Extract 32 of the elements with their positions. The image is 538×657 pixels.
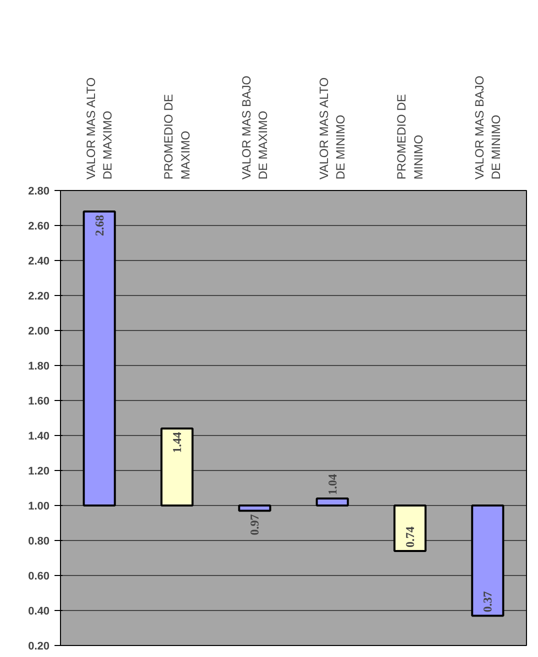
bar [238,504,272,512]
bar [471,504,504,617]
y-tick-label: 1.20 [28,466,50,478]
x-tick-label: PROMEDIO DE MINIMO [394,94,426,180]
bar [316,498,349,506]
bar [82,210,116,506]
x-tick-label: VALOR MAS ALTO DE MAXIMO [84,77,115,180]
y-tick-label: 2.00 [28,326,50,338]
bar [393,504,427,552]
y-tick-label: 1.80 [28,360,50,372]
data-label: 1.44 [170,432,184,453]
x-tick-label: VALOR MAS ALTO DE MINIMO [316,77,348,180]
data-label: 1.04 [325,474,340,495]
y-tick-label: 1.40 [28,430,50,442]
y-tick-label: 0.80 [28,536,50,548]
data-label: 0.74 [403,526,417,548]
y-tick-label: 0.20 [28,640,50,652]
y-tick-label: 1.00 [28,500,50,512]
x-tick-label: VALOR MAS BAJO DE MAXIMO [239,76,270,180]
bar [160,428,194,506]
data-label: 2.68 [92,215,106,236]
y-tick-label: 2.40 [28,256,50,268]
x-tick-label: PROMEDIO DE MAXIMO [162,94,192,180]
y-tick-label: 2.80 [28,186,50,198]
y-tick-label: 2.20 [28,290,50,302]
data-label: 0.97 [248,514,262,536]
x-tick-label: VALOR MAS BAJO DE MINIMO [472,76,504,180]
y-tick-label: 1.60 [28,396,50,408]
y-tick-label: 2.60 [28,220,50,232]
data-label: 0.37 [480,591,495,612]
y-tick-label: 0.40 [28,606,50,618]
y-tick-label: 0.60 [28,570,50,582]
